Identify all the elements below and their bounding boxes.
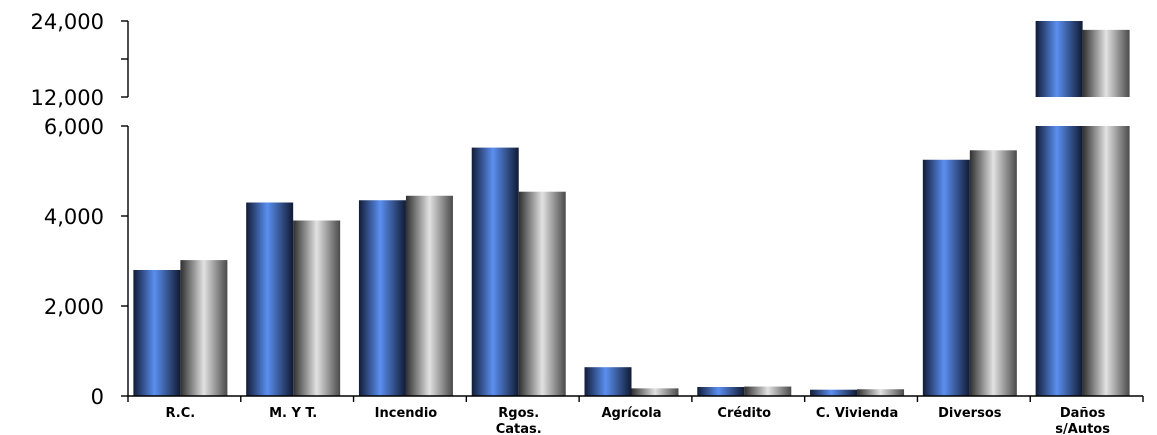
y-tick-label-lower-1: 2,000	[44, 295, 104, 319]
x-tick-label-7: Diversos	[938, 406, 1002, 421]
bar-1-8-lower	[1035, 126, 1083, 396]
bar-2-2	[405, 195, 453, 396]
axes-group	[121, 20, 1144, 402]
bar-2-8-lower	[1082, 126, 1130, 396]
y-tick-label-lower-0: 0	[91, 385, 104, 409]
bar-2-0	[180, 260, 228, 396]
y-tick-label-lower-3: 6,000	[44, 115, 104, 139]
bar-1-5	[697, 387, 745, 396]
bar-1-1	[246, 202, 294, 396]
bar-2-7	[969, 150, 1017, 396]
labels-group: R.C. M. Y T. Incendio Rgos. Catas. Agrícola Cr…	[31, 10, 1111, 435]
x-tick-label-4: Agrícola	[601, 406, 661, 421]
bar-1-6	[810, 389, 858, 396]
x-tick-label-5: Crédito	[717, 406, 771, 421]
bar-2-5	[744, 386, 792, 396]
x-tick-label-3: Rgos. Catas.	[496, 406, 542, 435]
y-tick-label-lower-2: 4,000	[44, 205, 104, 229]
bar-1-0	[133, 270, 181, 396]
bar-2-6	[857, 389, 905, 396]
bar-2-3	[518, 191, 566, 396]
bar-2-1	[293, 220, 341, 396]
bar-2-4	[631, 388, 679, 396]
bar-1-4	[584, 367, 632, 396]
x-tick-label-0: R.C.	[166, 406, 196, 421]
x-tick-label-8: Daños s/Autos	[1055, 406, 1110, 435]
x-tick-label-1: M. Y T.	[269, 406, 317, 421]
x-tick-label-6: C. Vivienda	[816, 406, 898, 421]
y-tick-label-upper-0: 12,000	[31, 86, 104, 110]
y-tick-label-upper-1: 24,000	[31, 10, 104, 34]
bars-group	[133, 21, 1130, 396]
bar-1-8-upper	[1035, 21, 1083, 97]
bar-1-7	[922, 159, 970, 396]
bar-1-3	[471, 147, 519, 396]
x-tick-label-2: Incendio	[375, 406, 438, 421]
bar-1-2	[358, 200, 406, 396]
bar-2-8-upper	[1082, 29, 1130, 97]
